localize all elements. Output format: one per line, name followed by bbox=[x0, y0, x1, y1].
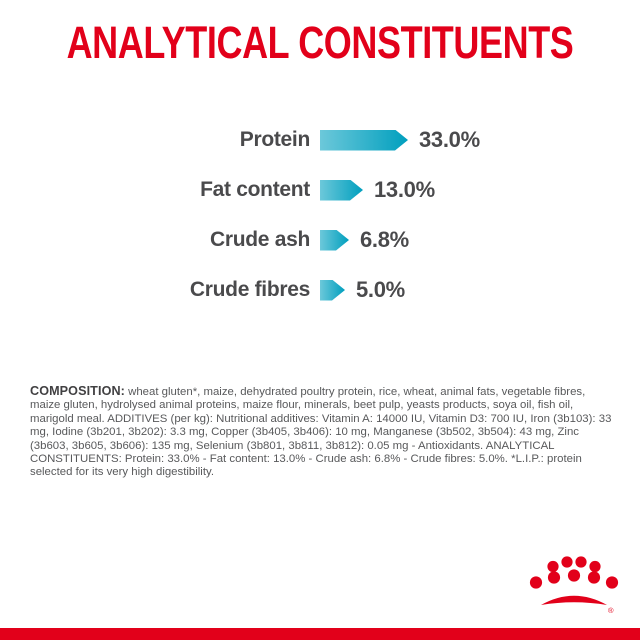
bar-value: 6.8% bbox=[360, 227, 409, 252]
bar-label: Crude ash bbox=[210, 228, 310, 251]
bar bbox=[320, 130, 408, 151]
bar-label: Protein bbox=[239, 128, 311, 151]
bar-value: 33.0% bbox=[419, 127, 480, 152]
footer-red-bar bbox=[0, 628, 640, 640]
chart-row: Fat content 13.0% bbox=[0, 177, 640, 203]
bar-label: Crude fibres bbox=[189, 278, 310, 301]
bar-value: 5.0% bbox=[356, 277, 405, 302]
chart-row: Protein 33.0% bbox=[0, 127, 640, 153]
chart-row: Crude fibres 5.0% bbox=[0, 277, 640, 303]
bar bbox=[320, 180, 363, 201]
composition-paragraph: COMPOSITION: wheat gluten*, maize, dehyd… bbox=[30, 384, 612, 480]
page-title: ANALYTICAL CONSTITUENTS bbox=[66, 17, 574, 68]
chart-row: Crude ash 6.8% bbox=[0, 227, 640, 253]
registered-mark: ® bbox=[608, 606, 614, 615]
crown-icon: ® bbox=[529, 556, 619, 615]
royal-canin-crown-logo: ® bbox=[528, 553, 620, 617]
composition-label: COMPOSITION: bbox=[30, 384, 125, 398]
bar bbox=[320, 230, 349, 251]
bar-value: 13.0% bbox=[374, 177, 435, 202]
bar-label: Fat content bbox=[200, 178, 310, 201]
constituents-bar-chart: Protein 33.0% Fat content 13.0% Crude ash 6.8… bbox=[0, 127, 640, 327]
composition-body-text: wheat gluten*, maize, dehydrated poultry… bbox=[30, 386, 612, 479]
bar bbox=[320, 280, 345, 301]
